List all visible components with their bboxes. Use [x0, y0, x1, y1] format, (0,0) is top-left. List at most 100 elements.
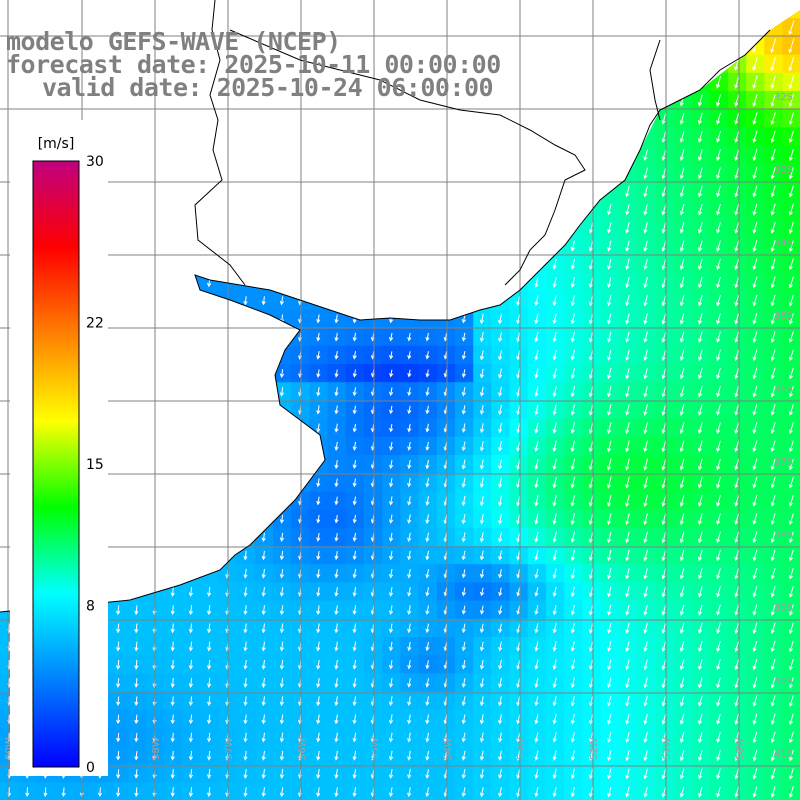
wind-arrow [570, 586, 575, 598]
wind-arrow [770, 385, 776, 398]
wind-arrow [552, 786, 557, 798]
wind-arrow [388, 714, 394, 725]
wind-arrow [389, 332, 394, 342]
wind-arrow [788, 349, 794, 362]
wind-arrow [479, 368, 485, 379]
wind-arrow [479, 441, 484, 452]
wind-arrow [643, 786, 648, 798]
wind-arrow [498, 313, 503, 325]
wind-arrow [170, 732, 175, 743]
wind-arrow [316, 405, 321, 415]
wind-arrow [461, 678, 466, 688]
wind-arrow [188, 787, 194, 798]
wind-arrow [261, 714, 266, 725]
wind-arrow [243, 605, 248, 616]
wind-arrow [389, 351, 394, 360]
wind-arrow [316, 332, 321, 342]
wind-arrow [479, 623, 485, 634]
wind-arrow [625, 622, 630, 634]
wind-arrow [479, 750, 484, 761]
wind-arrow [534, 695, 539, 707]
wind-arrow [698, 568, 703, 580]
wind-arrow [479, 696, 485, 707]
wind-arrow [661, 203, 667, 216]
wind-arrow [734, 549, 740, 562]
wind-arrow [570, 695, 575, 707]
wind-arrow [788, 677, 794, 689]
wind-arrow [643, 422, 648, 435]
wind-arrow [734, 768, 740, 780]
wind-arrow [170, 787, 175, 798]
wind-arrow [607, 331, 612, 343]
wind-arrow [716, 422, 721, 435]
wind-arrow [625, 549, 630, 562]
wind-arrow [170, 623, 175, 634]
longitude-label: 57W [224, 737, 235, 760]
wind-arrow [534, 641, 539, 652]
wind-arrow [734, 367, 740, 380]
wind-arrow [679, 349, 685, 362]
wind-arrow [498, 623, 503, 634]
wind-arrow [425, 696, 430, 707]
wind-arrow [316, 641, 321, 652]
wind-arrow [679, 222, 685, 234]
wind-arrow [534, 587, 539, 597]
wind-arrow [607, 367, 612, 380]
wind-arrow [116, 696, 121, 706]
wind-arrow [116, 751, 121, 761]
wind-arrow [534, 331, 539, 343]
wind-arrow [734, 276, 740, 289]
wind-arrow [552, 349, 557, 361]
wind-arrow [570, 277, 575, 289]
wind-arrow [716, 513, 721, 526]
wind-arrow [316, 623, 321, 634]
wind-arrow [588, 695, 594, 707]
wind-arrow [425, 750, 430, 761]
wind-arrow [588, 222, 594, 234]
wind-arrow [716, 367, 721, 380]
wind-arrow [788, 476, 794, 489]
wind-arrow [607, 568, 612, 580]
wind-arrow [425, 369, 430, 378]
wind-arrow [752, 112, 758, 126]
wind-arrow [552, 623, 557, 634]
wind-arrow [770, 185, 776, 198]
wind-arrow [588, 494, 594, 507]
wind-arrow [770, 404, 776, 416]
wind-arrow [788, 440, 794, 453]
wind-arrow [788, 312, 794, 325]
wind-arrow [516, 786, 521, 798]
wind-arrow [770, 75, 776, 90]
wind-arrow [461, 405, 466, 415]
wind-arrow [552, 586, 557, 598]
wind-arrow [588, 386, 594, 398]
wind-arrow [498, 532, 503, 543]
wind-arrow [407, 678, 412, 688]
wind-arrow [570, 313, 575, 325]
wind-arrow [661, 440, 667, 453]
wind-arrow [716, 440, 721, 453]
wind-arrow [734, 513, 740, 526]
wind-arrow [588, 404, 594, 416]
wind-arrow [770, 768, 776, 780]
wind-arrow [716, 185, 721, 198]
wind-arrow [643, 750, 648, 762]
wind-arrow [643, 385, 648, 398]
wind-arrow [570, 331, 575, 343]
wind-arrow [479, 641, 485, 652]
wind-arrow [207, 769, 212, 779]
wind-arrow [788, 385, 794, 398]
wind-arrow [607, 604, 612, 616]
wind-arrow [461, 623, 466, 634]
wind-arrow [788, 331, 794, 343]
wind-arrow [243, 296, 248, 306]
wind-arrow [643, 276, 648, 289]
wind-arrow [425, 441, 430, 451]
wind-arrow [643, 367, 648, 380]
wind-arrow [752, 586, 758, 598]
wind-arrow [207, 787, 212, 798]
wind-arrow [661, 349, 667, 362]
wind-arrow [697, 167, 703, 180]
wind-arrow [643, 331, 648, 343]
wind-arrow [734, 385, 740, 398]
